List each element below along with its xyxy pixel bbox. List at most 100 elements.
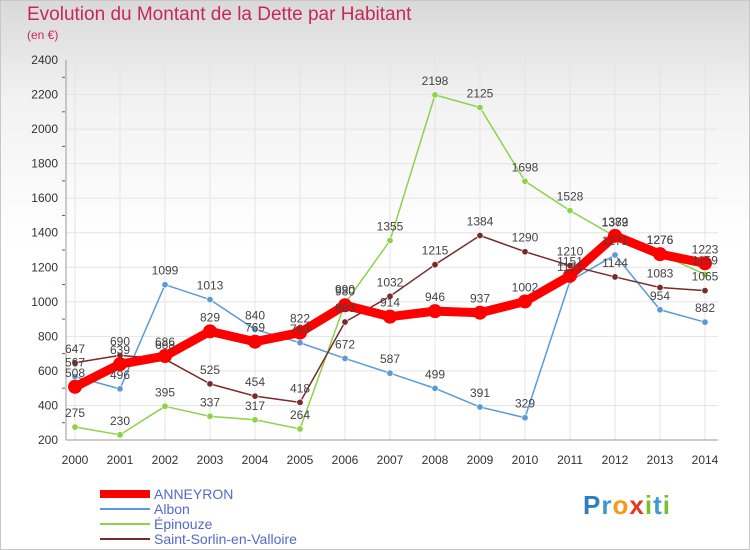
data-label-anneyron-2007: 914 xyxy=(380,296,400,310)
data-label-saint-sorlin-en-valloire-2008: 1215 xyxy=(422,244,449,258)
data-label-saint-sorlin-en-valloire-2010: 1290 xyxy=(512,231,539,245)
data-label-saint-sorlin-en-valloire-2014: 1065 xyxy=(692,270,719,284)
point-saint-sorlin-en-valloire-2000 xyxy=(71,359,79,367)
point-albon-2001 xyxy=(116,385,124,393)
data-label-anneyron-2010: 1002 xyxy=(512,280,539,294)
point-anneyron-2000 xyxy=(68,379,82,394)
point-saint-sorlin-en-valloire-2005 xyxy=(296,398,304,406)
data-label-albon-2011: 1121 xyxy=(557,260,583,274)
data-label--pinouze-2006: 990 xyxy=(335,283,355,297)
data-label-saint-sorlin-en-valloire-2003: 525 xyxy=(200,363,220,377)
point-saint-sorlin-en-valloire-2013 xyxy=(656,283,664,291)
point-albon-2003 xyxy=(206,296,214,304)
y-tick-label-1200: 1200 xyxy=(31,260,58,274)
point--pinouze-2005 xyxy=(296,425,304,433)
data-label--pinouze-2012: 1379 xyxy=(602,215,629,229)
legend-swatch-saint-sorlin xyxy=(100,538,150,540)
data-label-albon-2008: 499 xyxy=(425,367,445,381)
x-tick-label-2012: 2012 xyxy=(602,453,629,467)
legend-label-anneyron: ANNEYRON xyxy=(154,486,234,502)
data-label--pinouze-2003: 337 xyxy=(200,395,220,409)
data-label-anneyron-2009: 937 xyxy=(470,292,490,306)
point-saint-sorlin-en-valloire-2012 xyxy=(611,273,619,281)
x-tick-label-2010: 2010 xyxy=(512,453,539,467)
y-tick-label-1000: 1000 xyxy=(31,295,58,309)
point-albon-2014 xyxy=(701,318,709,326)
data-label-anneyron-2002: 686 xyxy=(155,335,175,349)
chart-subtitle: (en €) xyxy=(27,28,59,42)
x-tick-label-2002: 2002 xyxy=(152,453,179,467)
data-label-saint-sorlin-en-valloire-2011: 1210 xyxy=(557,245,584,259)
point--pinouze-2009 xyxy=(476,104,484,112)
point-anneyron-2013 xyxy=(653,247,667,262)
y-tick-label-1800: 1800 xyxy=(31,157,58,171)
point-albon-2004 xyxy=(251,325,259,333)
point-saint-sorlin-en-valloire-2003 xyxy=(206,380,214,388)
data-label-saint-sorlin-en-valloire-2004: 454 xyxy=(245,375,265,389)
data-label-anneyron-2014: 1223 xyxy=(692,242,719,256)
data-label-saint-sorlin-en-valloire-2009: 1384 xyxy=(467,214,494,228)
point-albon-2012 xyxy=(611,251,619,259)
point-albon-2010 xyxy=(521,414,529,422)
point--pinouze-2001 xyxy=(116,431,124,439)
x-tick-label-2008: 2008 xyxy=(422,453,449,467)
data-label-albon-2000: 567 xyxy=(65,356,85,370)
point--pinouze-2014 xyxy=(701,270,709,278)
point-albon-2013 xyxy=(656,306,664,314)
point-albon-2007 xyxy=(386,369,394,377)
data-label-albon-2007: 587 xyxy=(380,352,400,366)
proxiti-logo: Proxiti xyxy=(583,490,671,520)
data-label-albon-2005: 763 xyxy=(290,322,310,336)
data-label-anneyron-2005: 822 xyxy=(290,312,310,326)
y-tick-label-200: 200 xyxy=(38,433,58,447)
data-label--pinouze-2007: 1355 xyxy=(377,220,404,234)
data-label-anneyron-2012: 1382 xyxy=(602,215,629,229)
point-anneyron-2005 xyxy=(293,325,307,340)
point--pinouze-2010 xyxy=(521,177,529,185)
data-label--pinouze-2009: 2125 xyxy=(467,87,494,101)
point--pinouze-2002 xyxy=(161,402,169,410)
y-tick-label-600: 600 xyxy=(38,364,58,378)
x-tick-label-2011: 2011 xyxy=(557,453,583,467)
data-label-albon-2003: 1013 xyxy=(197,279,224,293)
data-label--pinouze-2014: 1159 xyxy=(692,253,718,267)
y-tick-label-800: 800 xyxy=(38,329,58,343)
data-label-saint-sorlin-en-valloire-2001: 690 xyxy=(110,334,130,348)
legend-swatch-anneyron xyxy=(100,490,150,498)
data-label-anneyron-2008: 946 xyxy=(425,290,445,304)
legend-swatch-albon xyxy=(100,508,150,510)
chart-title: Evolution du Montant de la Dette par Hab… xyxy=(27,4,412,25)
data-label-saint-sorlin-en-valloire-2013: 1083 xyxy=(647,266,674,280)
x-tick-label-2013: 2013 xyxy=(647,453,674,467)
point-anneyron-2002 xyxy=(158,349,172,364)
data-label-saint-sorlin-en-valloire-2000: 647 xyxy=(65,342,85,356)
point--pinouze-2008 xyxy=(431,91,439,99)
data-label-albon-2001: 496 xyxy=(110,368,130,382)
point-anneyron-2003 xyxy=(203,324,217,339)
data-label--pinouze-2011: 1528 xyxy=(557,190,584,204)
point-saint-sorlin-en-valloire-2008 xyxy=(431,261,439,269)
data-label-saint-sorlin-en-valloire-2006: 883 xyxy=(335,301,355,315)
x-tick-label-2007: 2007 xyxy=(377,453,404,467)
data-label-anneyron-2001: 639 xyxy=(110,343,130,357)
y-tick-label-2200: 2200 xyxy=(31,88,58,102)
y-tick-label-2400: 2400 xyxy=(31,53,58,67)
x-tick-label-2001: 2001 xyxy=(107,453,134,467)
point-anneyron-2008 xyxy=(428,304,442,319)
data-label-albon-2014: 882 xyxy=(695,301,715,315)
point-anneyron-2009 xyxy=(473,305,487,320)
data-label-anneyron-2000: 508 xyxy=(65,366,85,380)
legend-item-anneyron: ANNEYRON xyxy=(100,486,233,502)
point-saint-sorlin-en-valloire-2010 xyxy=(521,248,529,256)
point-saint-sorlin-en-valloire-2004 xyxy=(251,392,259,400)
x-tick-label-2004: 2004 xyxy=(242,453,269,467)
data-label-albon-2006: 672 xyxy=(335,337,355,351)
point-anneyron-2007 xyxy=(383,309,397,324)
x-tick-label-2000: 2000 xyxy=(62,453,89,467)
legend-item-epinouze: Épinouze xyxy=(100,516,212,532)
point--pinouze-2007 xyxy=(386,237,394,245)
point-anneyron-2010 xyxy=(518,294,532,309)
legend-label-saint-sorlin: Saint-Sorlin-en-Valloire xyxy=(154,531,297,547)
